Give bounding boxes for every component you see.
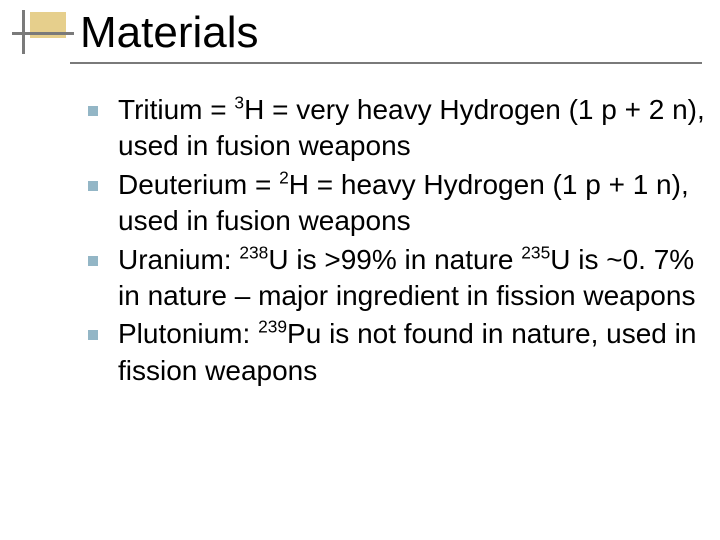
bullet-text: Plutonium: 239Pu is not found in nature,… — [118, 318, 696, 385]
bullet-marker-icon — [88, 330, 98, 340]
bullet-text: Deuterium = 2H = heavy Hydrogen (1 p + 1… — [118, 169, 689, 236]
bullet-list: Tritium = 3H = very heavy Hydrogen (1 p … — [88, 92, 708, 391]
bullet-text: Uranium: 238U is >99% in nature 235U is … — [118, 244, 695, 311]
bullet-marker-icon — [88, 106, 98, 116]
title-underline — [70, 62, 702, 64]
corner-line-vertical — [22, 10, 25, 54]
bullet-text: Tritium = 3H = very heavy Hydrogen (1 p … — [118, 94, 705, 161]
bullet-marker-icon — [88, 181, 98, 191]
corner-decoration — [8, 12, 66, 40]
bullet-item: Tritium = 3H = very heavy Hydrogen (1 p … — [88, 92, 708, 165]
slide-title: Materials — [80, 8, 259, 58]
bullet-item: Uranium: 238U is >99% in nature 235U is … — [88, 242, 708, 315]
bullet-marker-icon — [88, 256, 98, 266]
bullet-item: Deuterium = 2H = heavy Hydrogen (1 p + 1… — [88, 167, 708, 240]
bullet-item: Plutonium: 239Pu is not found in nature,… — [88, 316, 708, 389]
